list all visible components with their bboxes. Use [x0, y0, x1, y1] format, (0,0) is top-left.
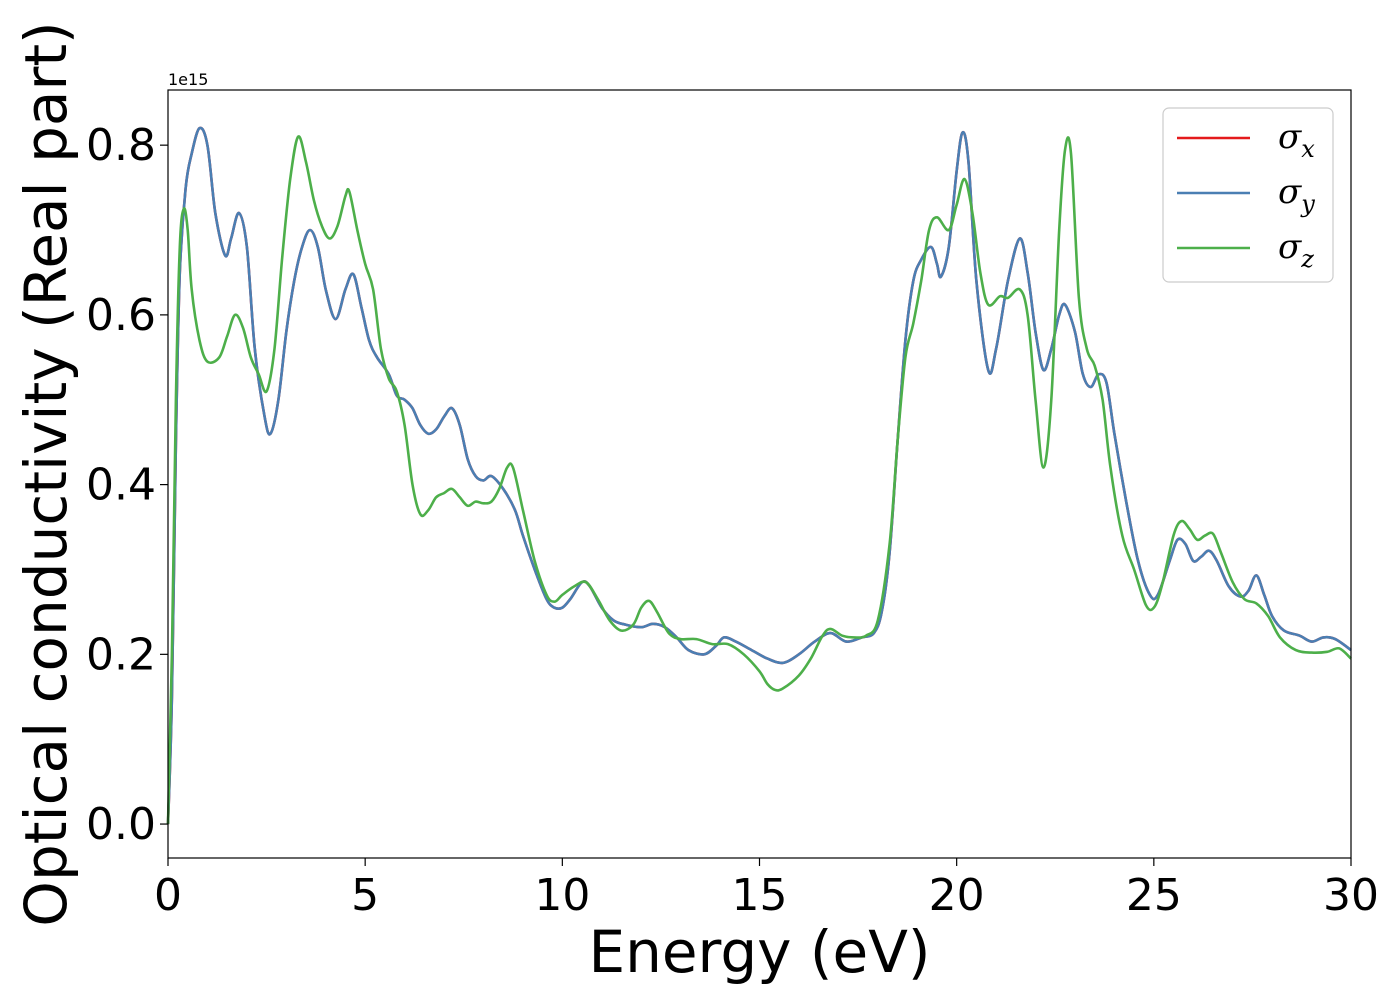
- legend-label-x: σx: [1278, 117, 1315, 163]
- legend-label-z: σz: [1278, 227, 1314, 273]
- y-tick-label: 0.0: [86, 799, 156, 850]
- x-tick-label: 10: [534, 870, 590, 921]
- y-tick-label: 0.8: [86, 120, 156, 171]
- y-tick-label: 0.6: [86, 290, 156, 341]
- x-tick-label: 15: [732, 870, 788, 921]
- y-tick-label: 0.2: [86, 629, 156, 680]
- x-tick-label: 30: [1323, 870, 1379, 921]
- series-line-z: [166, 135, 1352, 825]
- y-tick-label: 0.4: [86, 460, 156, 511]
- y-axis-offset-text: 1e15: [168, 70, 208, 89]
- x-tick-label: 20: [929, 870, 985, 921]
- x-tick-label: 25: [1126, 870, 1182, 921]
- x-tick-label: 0: [154, 870, 182, 921]
- plot-lines: [166, 126, 1352, 825]
- y-axis-ticks: 0.0 0.2 0.4 0.6 0.8: [86, 120, 168, 850]
- legend-label-y: σy: [1278, 172, 1315, 218]
- series-line-y: [166, 126, 1352, 825]
- x-axis-label: Energy (eV): [588, 918, 930, 986]
- legend: σx σy σz: [1162, 107, 1334, 283]
- legend-box: [1162, 107, 1334, 283]
- x-axis-ticks: 0 5 10 15 20 25 30: [154, 858, 1379, 921]
- x-tick-label: 5: [351, 870, 379, 921]
- y-axis-label: Optical conductivity (Real part): [12, 21, 80, 926]
